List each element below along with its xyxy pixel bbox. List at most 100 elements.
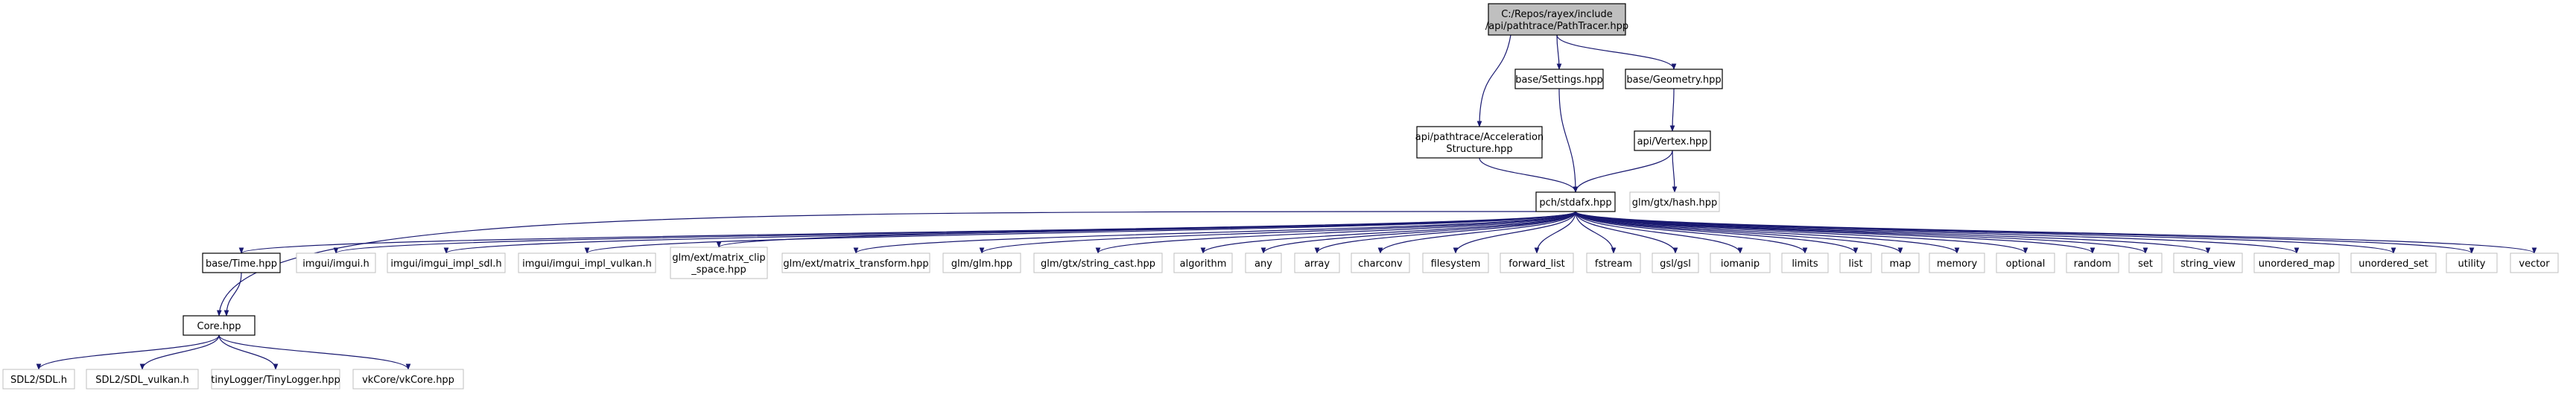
edge-root-to-accel — [1476, 34, 1511, 127]
node-box — [1535, 191, 1616, 212]
node-box — [1245, 252, 1282, 273]
node-label: vkCore/vkCore.hpp — [362, 375, 454, 386]
edge-settings-to-stdafx — [1558, 88, 1579, 193]
node-box — [1422, 252, 1489, 273]
node-box — [1629, 191, 1720, 212]
node-box — [942, 252, 1021, 273]
edge-stdafx-to-glm_clip — [717, 211, 1576, 248]
node-string-view: string_view — [2173, 252, 2243, 273]
node-box — [1710, 252, 1771, 273]
edge-core-to-vkcore — [218, 334, 411, 370]
node-label: fstream — [1595, 258, 1632, 270]
node-any: any — [1245, 252, 1282, 273]
node-geometry[interactable]: base/Geometry.hpp — [1625, 69, 1723, 89]
edge-root-to-settings — [1556, 34, 1562, 70]
edge-stdafx-to-forward_list — [1534, 211, 1576, 254]
edge-vertex-to-stdafx — [1573, 150, 1673, 193]
node-imgui-vk: imgui/imgui_impl_vulkan.h — [518, 252, 656, 273]
node-label: Structure.hpp — [1446, 144, 1512, 155]
node-label: set — [2138, 258, 2153, 270]
node-box — [2446, 252, 2498, 273]
edge-core-to-sdl — [36, 334, 220, 370]
node-label: tinyLogger/TinyLogger.hpp — [211, 375, 340, 386]
node-utility: utility — [2446, 252, 2498, 273]
node-core[interactable]: Core.hpp — [183, 315, 256, 336]
node-box — [2128, 252, 2163, 273]
node-label: _space.hpp — [691, 264, 746, 276]
node-label: optional — [2006, 258, 2046, 270]
node-box — [1351, 252, 1410, 273]
node-label: iomanip — [1721, 258, 1760, 270]
node-box — [2066, 252, 2119, 273]
node-box — [1294, 252, 1340, 273]
edge-core-to-tinylogger — [218, 334, 279, 370]
node-gsl: gsl/gsl — [1652, 252, 1699, 273]
node-glm-sc: glm/gtx/string_cast.hpp — [1033, 252, 1163, 273]
edge-stdafx-to-array — [1314, 211, 1576, 254]
node-label: SDL2/SDL_vulkan.h — [95, 375, 189, 386]
node-sdl-vk: SDL2/SDL_vulkan.h — [86, 369, 199, 390]
edge-stdafx-to-vector — [1575, 211, 2537, 254]
edge-stdafx-to-string_view — [1575, 211, 2211, 254]
edge-stdafx-to-fstream — [1575, 211, 1617, 254]
node-label: base/Settings.hpp — [1515, 74, 1603, 86]
node-label: Core.hpp — [197, 321, 241, 332]
node-glm-mt: glm/ext/matrix_transform.hpp — [781, 252, 930, 273]
node-time[interactable]: base/Time.hpp — [202, 252, 281, 273]
node-label: array — [1304, 258, 1330, 270]
node-box — [1586, 252, 1641, 273]
node-box — [86, 369, 199, 390]
node-glmhash: glm/gtx/hash.hpp — [1629, 191, 1720, 212]
edge-stdafx-to-algorithm — [1200, 211, 1576, 254]
node-charconv: charconv — [1351, 252, 1410, 273]
node-label: glm/ext/matrix_transform.hpp — [783, 258, 928, 270]
node-optional: optional — [1996, 252, 2055, 273]
node-memory: memory — [1929, 252, 1985, 273]
node-label: memory — [1937, 258, 1978, 270]
node-label: utility — [2458, 258, 2486, 270]
edge-stdafx-to-filesystem — [1453, 211, 1576, 254]
node-label: filesystem — [1431, 258, 1481, 270]
node-list: list — [1839, 252, 1872, 273]
node-settings[interactable]: base/Settings.hpp — [1514, 69, 1604, 89]
node-box — [352, 369, 464, 390]
edge-stdafx-to-optional — [1575, 211, 2028, 254]
edge-root-to-geometry — [1556, 34, 1677, 70]
edge-core-to-sdl_vk — [139, 334, 220, 370]
node-label: string_view — [2180, 258, 2236, 270]
node-label: imgui/imgui_impl_sdl.h — [390, 258, 501, 270]
node-box — [1634, 130, 1711, 151]
node-label: unordered_map — [2259, 258, 2335, 270]
node-label: SDL2/SDL.h — [10, 375, 67, 386]
edge-stdafx-to-glm_sc — [1095, 211, 1576, 254]
node-box — [183, 315, 256, 336]
node-vertex[interactable]: api/Vertex.hpp — [1634, 130, 1711, 151]
edge-vertex-to-glmhash — [1672, 150, 1678, 193]
nodes: C:/Repos/rayex/include/api/pathtrace/Pat… — [2, 3, 2559, 390]
node-tinylogger: tinyLogger/TinyLogger.hpp — [211, 369, 340, 390]
node-label: limits — [1792, 258, 1818, 270]
node-label: forward_list — [1509, 258, 1564, 270]
node-iomanip: iomanip — [1710, 252, 1771, 273]
edge-stdafx-to-map — [1575, 211, 1903, 254]
edge-stdafx-to-memory — [1575, 211, 1960, 254]
node-array: array — [1294, 252, 1340, 273]
node-box — [1781, 252, 1829, 273]
node-label: map — [1890, 258, 1912, 270]
node-box — [1625, 69, 1723, 89]
node-label: random — [2074, 258, 2111, 270]
node-algorithm: algorithm — [1173, 252, 1233, 273]
edge-stdafx-to-unordered_map — [1575, 211, 2300, 254]
node-imgui-sdl: imgui/imgui_impl_sdl.h — [387, 252, 506, 273]
node-glm-clip: glm/ext/matrix_clip_space.hpp — [670, 247, 768, 279]
node-box — [1416, 126, 1543, 159]
node-label: imgui/imgui_impl_vulkan.h — [522, 258, 652, 270]
edge-stdafx-to-iomanip — [1575, 211, 1743, 254]
node-box — [1929, 252, 1985, 273]
node-imgui: imgui/imgui.h — [296, 252, 376, 273]
edge-stdafx-to-core — [216, 211, 1537, 317]
node-stdafx[interactable]: pch/stdafx.hpp — [1535, 191, 1616, 212]
edge-stdafx-to-charconv — [1377, 211, 1576, 254]
